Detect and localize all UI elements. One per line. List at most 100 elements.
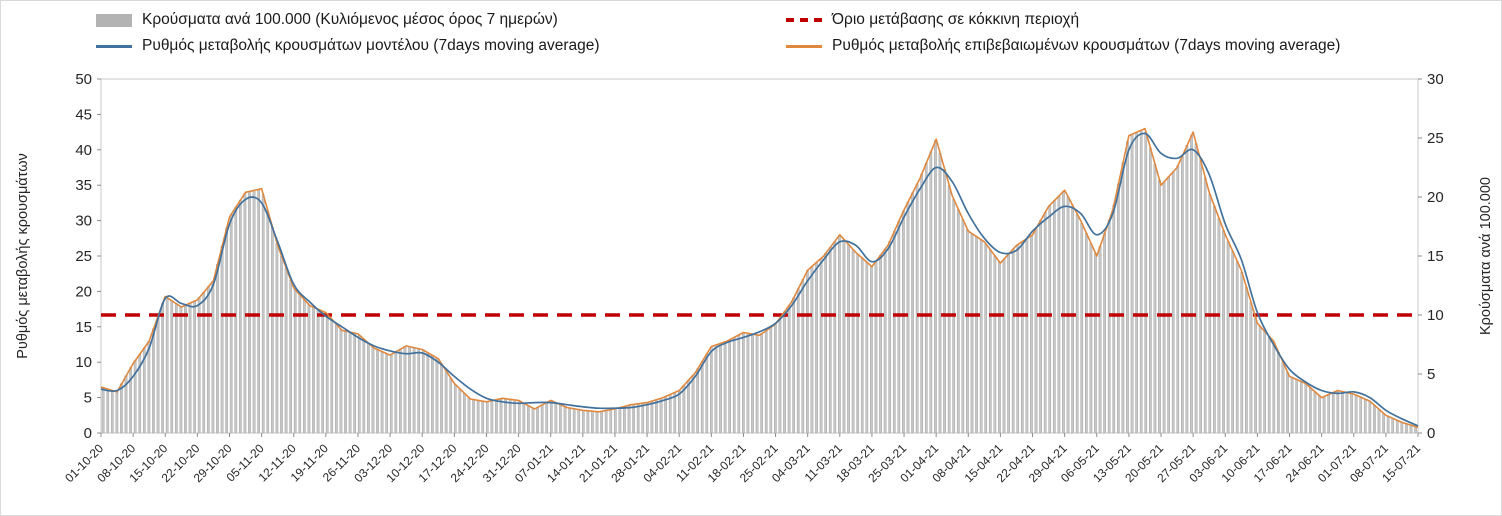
cases-bar (993, 255, 997, 434)
cases-bar (408, 346, 411, 434)
cases-bar (1304, 383, 1308, 434)
cases-bar (179, 306, 183, 434)
cases-bar (243, 192, 247, 434)
cases-bar (1062, 190, 1065, 434)
cases-bar (888, 241, 892, 434)
cases-bar (645, 402, 649, 434)
cases-bar (1126, 141, 1129, 434)
cases-bar (1185, 145, 1189, 434)
cases-bar (998, 261, 1001, 434)
cases-bar (417, 348, 421, 434)
cases-bar (522, 402, 526, 434)
left-axis-tick-label: 25 (75, 248, 92, 265)
cases-bar (792, 297, 796, 434)
cases-bar (723, 341, 727, 434)
left-axis-tick-label: 15 (75, 319, 92, 336)
cases-bar (280, 255, 283, 434)
cases-bar (668, 394, 672, 434)
cases-bar (1345, 392, 1349, 434)
cases-bar (650, 400, 654, 434)
cases-bar (774, 324, 777, 434)
cases-bar (229, 214, 233, 434)
cases-bar (1336, 390, 1340, 434)
cases-bar (1377, 409, 1381, 434)
cases-bar (755, 334, 759, 434)
left-axis-tick-label: 5 (84, 390, 92, 407)
confirmed-rate-line (100, 127, 1419, 429)
cases-bar (1373, 405, 1376, 434)
cases-bar (1084, 233, 1088, 434)
cases-bar (796, 288, 800, 434)
cases-bar (1409, 424, 1413, 434)
cases-bar (216, 263, 219, 434)
cases-bar (211, 281, 215, 434)
cases-bar (934, 140, 937, 434)
cases-bar (549, 400, 553, 434)
cases-bar (321, 311, 325, 434)
cases-bar (426, 352, 430, 434)
cases-bar (458, 388, 462, 434)
cases-bar (357, 334, 361, 434)
cases-bar (988, 249, 992, 434)
cases-bar (824, 253, 828, 434)
cases-bar (1386, 416, 1390, 434)
right-axis-tick-label: 15 (1427, 248, 1444, 265)
cases-bar (481, 401, 485, 434)
cases-bar (1235, 261, 1239, 434)
cases-bar (851, 249, 855, 434)
bar-series-swatch (96, 13, 132, 27)
legend-label-threshold: Όριο μετάβασης σε κόκκινη περιοχή (832, 11, 1080, 28)
cases-bar (911, 192, 914, 434)
legend-label-bars: Κρούσματα ανά 100.000 (Κυλιόμενος μέσος … (142, 11, 558, 28)
cases-bar (376, 349, 379, 434)
cases-bar (847, 244, 850, 434)
cases-bar (728, 339, 731, 434)
cases-bar (257, 189, 260, 434)
cases-bar (1226, 241, 1230, 434)
cases-bar (353, 332, 357, 434)
cases-bar (101, 387, 105, 434)
right-axis-tick-label: 0 (1427, 425, 1435, 442)
cases-bar (682, 384, 686, 434)
cases-bar (801, 279, 805, 434)
cases-bar (504, 398, 507, 434)
cases-bar (449, 377, 453, 434)
cases-bar (1121, 162, 1125, 434)
right-axis-tick-label: 25 (1427, 130, 1444, 147)
cases-bar (394, 351, 398, 434)
cases-bar (1016, 244, 1020, 434)
cases-bar (1052, 200, 1056, 434)
cases-bar (197, 297, 201, 434)
cases-bar (1318, 395, 1321, 434)
cases-bar (920, 173, 924, 434)
cases-bar (591, 411, 594, 434)
cases-bar (193, 300, 196, 434)
cases-bar (1245, 287, 1248, 434)
cases-bar (536, 407, 539, 434)
legend-item-threshold: Όριο μετάβασης σε κόκκινη περιοχή (786, 11, 1340, 29)
cases-bar (1098, 246, 1102, 434)
cases-bar (906, 201, 910, 434)
right-axis-tick-label: 30 (1427, 71, 1444, 88)
cases-bar (1107, 219, 1111, 434)
cases-bar (348, 331, 352, 434)
cases-bar (1286, 372, 1289, 434)
cases-bar (463, 392, 466, 434)
cases-bar (545, 402, 549, 434)
cases-bar (1231, 251, 1235, 434)
cases-bar (979, 239, 983, 434)
cases-bar (1272, 341, 1276, 434)
cases-bar (293, 289, 297, 434)
cases-bar (1020, 241, 1024, 434)
cases-bar (924, 162, 928, 434)
cases-bar (1190, 135, 1193, 434)
cases-bar (275, 243, 279, 434)
cases-bar (764, 330, 768, 434)
cases-bar (1043, 212, 1047, 434)
cases-bar (618, 407, 622, 434)
right-axis-tick-label: 20 (1427, 189, 1444, 206)
cases-bar (1176, 165, 1180, 434)
cases-bar (165, 297, 169, 434)
left-axis-tick-label: 45 (75, 106, 92, 123)
